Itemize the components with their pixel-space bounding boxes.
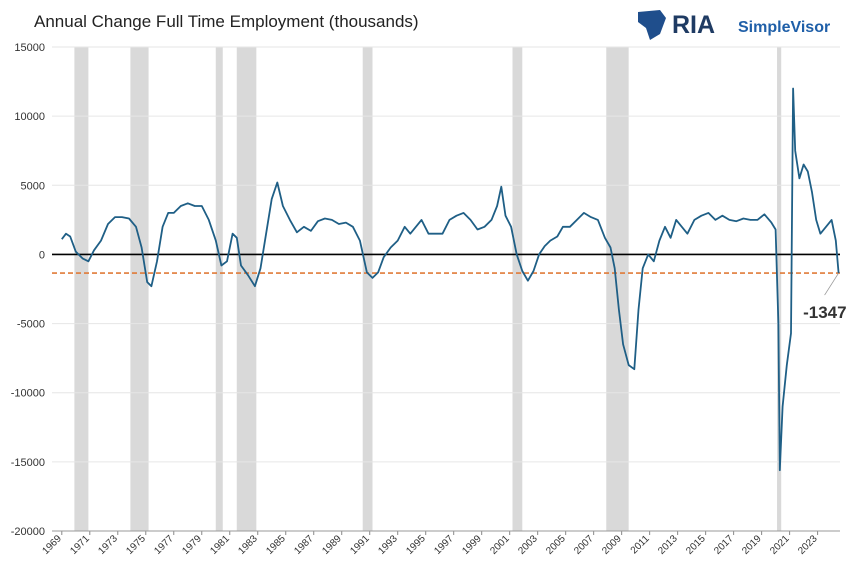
x-tick-label: 2011: [629, 533, 652, 556]
y-tick-label: -5000: [17, 319, 45, 331]
x-tick-label: 1999: [460, 533, 484, 557]
x-tick-label: 2005: [544, 533, 568, 557]
x-tick-label: 2013: [656, 533, 680, 557]
recession-band: [215, 47, 223, 531]
x-tick-label: 1991: [348, 533, 372, 557]
x-tick-label: 1995: [404, 533, 428, 557]
x-tick-label: 2023: [796, 533, 820, 557]
logo-simplevisor: SimpleVisor: [738, 19, 830, 36]
logo: RIA SimpleVisor: [638, 10, 830, 40]
x-tick-label: 1975: [124, 533, 148, 557]
y-tick-label: 10000: [14, 111, 45, 123]
recession-band: [74, 47, 89, 531]
x-tick-label: 2015: [684, 533, 708, 557]
y-tick-label: 15000: [14, 42, 45, 54]
x-tick-label: 1997: [432, 533, 456, 557]
x-tick-label: 1973: [96, 533, 120, 557]
annotation-label: -1347: [803, 303, 846, 322]
x-tick-label: 1993: [376, 533, 400, 557]
y-tick-label: -10000: [11, 388, 45, 400]
x-tick-label: 1981: [208, 533, 232, 557]
x-tick-label: 1977: [152, 533, 176, 557]
y-tick-label: 5000: [21, 180, 45, 192]
x-tick-label: 2007: [572, 533, 596, 557]
x-tick-label: 2021: [768, 533, 792, 557]
y-tick-label: 0: [39, 249, 45, 261]
y-tick-label: -20000: [11, 526, 45, 538]
x-tick-label: 1983: [236, 533, 260, 557]
recession-band: [512, 47, 523, 531]
x-tick-label: 1987: [292, 533, 316, 557]
data-line: [61, 87, 840, 472]
x-tick-label: 1979: [180, 533, 204, 557]
x-tick-label: 1971: [68, 533, 92, 557]
x-tick-label: 2017: [712, 533, 736, 557]
x-tick-label: 2003: [516, 533, 540, 557]
logo-ria: RIA: [672, 11, 715, 39]
x-tick-label: 1989: [320, 533, 344, 557]
x-tick-label: 1985: [264, 533, 288, 557]
recession-band: [362, 47, 373, 531]
x-tick-label: 2009: [600, 533, 624, 557]
recession-band: [130, 47, 149, 531]
logo-icon: [638, 10, 666, 40]
recession-band: [236, 47, 257, 531]
annotation-connector: [824, 272, 839, 296]
chart-title: Annual Change Full Time Employment (thou…: [34, 12, 419, 31]
x-tick-label: 2019: [740, 533, 764, 557]
y-tick-label: -15000: [11, 457, 45, 469]
recession-band: [777, 47, 782, 531]
x-tick-label: 2001: [488, 533, 512, 557]
